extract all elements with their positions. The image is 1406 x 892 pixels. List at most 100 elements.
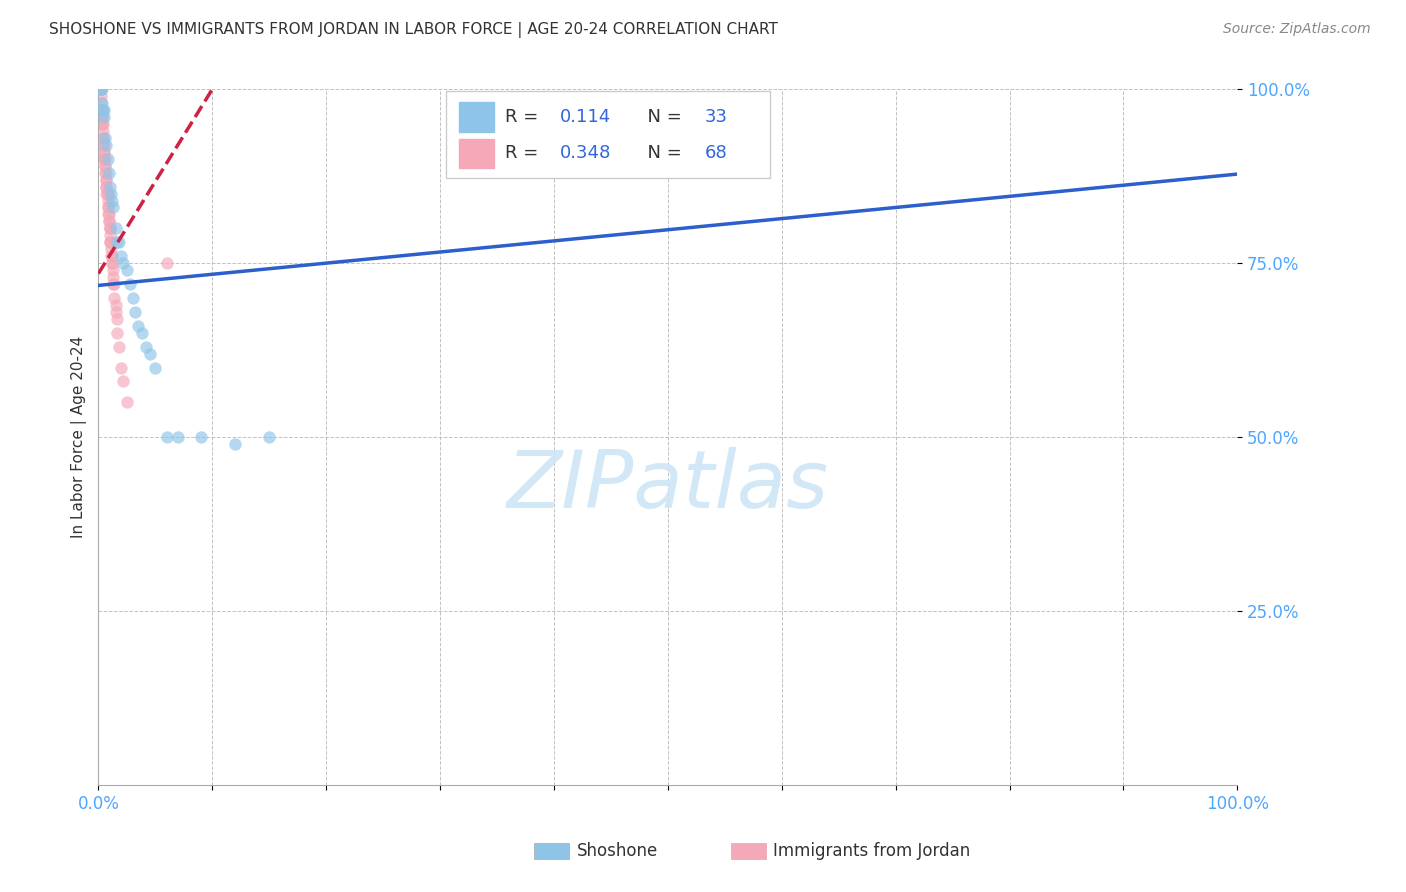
Point — [115, 395, 138, 409]
Point — [91, 131, 114, 145]
Point — [101, 256, 124, 270]
Point — [93, 137, 115, 152]
Point — [96, 137, 118, 152]
Point — [103, 291, 125, 305]
Point — [138, 346, 160, 360]
Point — [96, 172, 118, 186]
Y-axis label: In Labor Force | Age 20-24: In Labor Force | Age 20-24 — [72, 336, 87, 538]
Point — [91, 124, 114, 138]
Point — [96, 152, 118, 166]
Point — [156, 430, 179, 444]
Point — [103, 270, 125, 285]
Point — [91, 137, 114, 152]
Point — [101, 194, 124, 208]
Point — [89, 82, 111, 96]
Point — [93, 152, 115, 166]
Point — [90, 117, 112, 131]
Point — [135, 340, 157, 354]
Point — [90, 82, 112, 96]
Text: Immigrants from Jordan: Immigrants from Jordan — [773, 842, 970, 860]
Point — [93, 103, 115, 117]
Text: 68: 68 — [704, 145, 727, 162]
Point — [110, 249, 132, 263]
Point — [90, 82, 112, 96]
Point — [224, 437, 246, 451]
Point — [100, 235, 122, 250]
Point — [96, 166, 118, 180]
Point — [94, 159, 117, 173]
Point — [90, 117, 112, 131]
Point — [90, 103, 112, 117]
Point — [98, 221, 121, 235]
Point — [105, 311, 128, 326]
FancyBboxPatch shape — [446, 91, 770, 178]
Point — [121, 291, 143, 305]
Point — [103, 263, 125, 277]
Point — [96, 201, 118, 215]
Point — [104, 298, 127, 312]
Point — [89, 82, 111, 96]
Point — [90, 82, 112, 96]
Point — [90, 82, 112, 96]
Point — [96, 172, 118, 186]
Point — [94, 152, 117, 166]
Point — [115, 263, 138, 277]
Point — [124, 305, 146, 319]
Text: SHOSHONE VS IMMIGRANTS FROM JORDAN IN LABOR FORCE | AGE 20-24 CORRELATION CHART: SHOSHONE VS IMMIGRANTS FROM JORDAN IN LA… — [49, 22, 778, 38]
Point — [98, 235, 121, 250]
Point — [103, 277, 125, 291]
Point — [90, 89, 112, 103]
Point — [98, 228, 121, 243]
Point — [97, 207, 120, 221]
Point — [96, 186, 118, 201]
Point — [94, 131, 117, 145]
Point — [91, 103, 114, 117]
Point — [91, 131, 114, 145]
Point — [190, 430, 212, 444]
Point — [96, 207, 118, 221]
Point — [103, 201, 125, 215]
Point — [120, 277, 142, 291]
Point — [108, 235, 131, 250]
Point — [98, 235, 121, 250]
Point — [90, 96, 112, 111]
Point — [127, 318, 149, 333]
Point — [110, 360, 132, 375]
Point — [93, 145, 115, 159]
Point — [97, 214, 120, 228]
Point — [101, 249, 124, 263]
Point — [103, 277, 125, 291]
Point — [90, 96, 112, 111]
Point — [100, 186, 122, 201]
Text: R =: R = — [505, 145, 544, 162]
Text: 33: 33 — [704, 108, 727, 126]
Text: Shoshone: Shoshone — [576, 842, 658, 860]
Point — [112, 256, 135, 270]
Point — [156, 256, 179, 270]
Point — [94, 159, 117, 173]
Point — [90, 110, 112, 124]
Point — [108, 340, 131, 354]
FancyBboxPatch shape — [460, 103, 494, 132]
Point — [131, 326, 153, 340]
Text: R =: R = — [505, 108, 544, 126]
Text: ZIPatlas: ZIPatlas — [506, 447, 830, 524]
Point — [96, 201, 118, 215]
Point — [91, 117, 114, 131]
Text: 0.114: 0.114 — [560, 108, 612, 126]
Point — [98, 221, 121, 235]
Point — [145, 360, 167, 375]
Point — [90, 103, 112, 117]
Point — [98, 179, 121, 194]
Point — [105, 235, 128, 250]
Point — [94, 166, 117, 180]
Point — [100, 249, 122, 263]
Point — [167, 430, 190, 444]
Point — [96, 186, 118, 201]
Point — [104, 221, 127, 235]
Text: Source: ZipAtlas.com: Source: ZipAtlas.com — [1223, 22, 1371, 37]
Point — [96, 179, 118, 194]
Point — [97, 214, 120, 228]
Point — [100, 242, 122, 256]
Point — [93, 145, 115, 159]
